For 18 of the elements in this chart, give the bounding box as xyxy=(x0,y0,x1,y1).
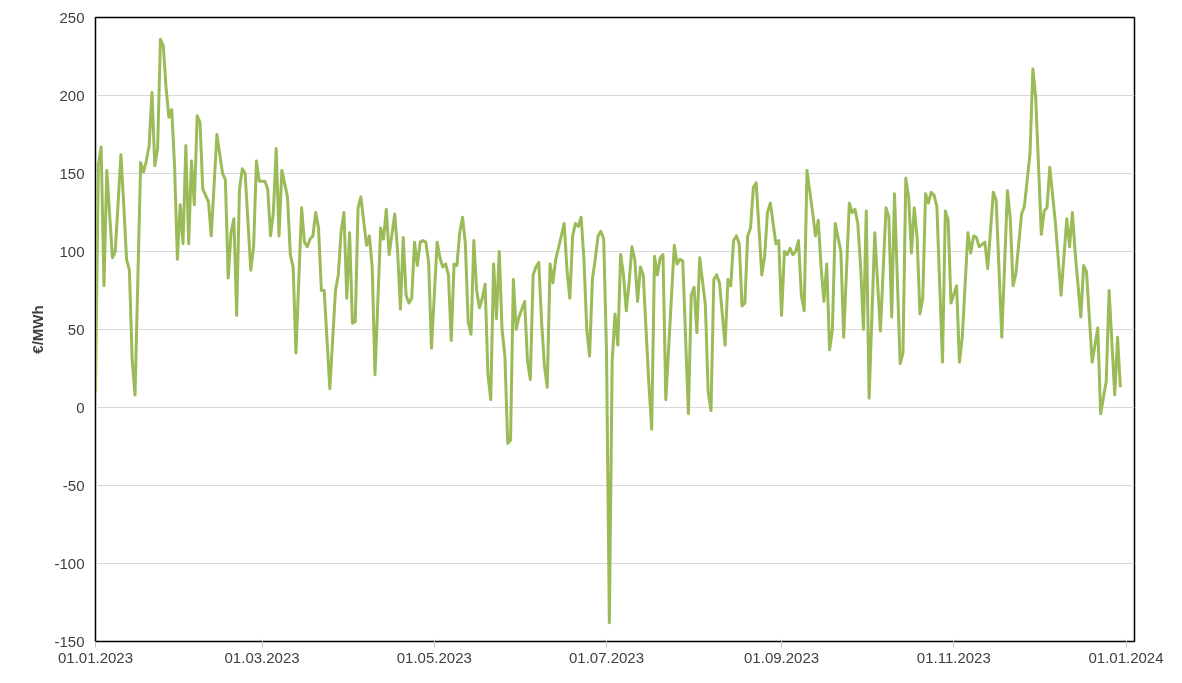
y-tick-label: -50 xyxy=(62,476,85,494)
x-tick-label: 01.01.2024 xyxy=(1088,648,1164,666)
y-tick-label: 250 xyxy=(59,8,85,26)
y-tick-label: -100 xyxy=(54,554,85,572)
x-tick-label: 01.05.2023 xyxy=(396,648,472,666)
y-tick-label: 0 xyxy=(76,398,85,416)
y-tick-label: -150 xyxy=(54,632,85,650)
x-tick-label: 01.11.2023 xyxy=(916,648,991,666)
x-tick-label: 01.03.2023 xyxy=(224,648,300,666)
y-axis-title: €/MWh xyxy=(29,305,47,354)
x-tick-label: 01.09.2023 xyxy=(744,648,820,666)
line-series xyxy=(95,37,1122,625)
x-tick-label: 01.07.2023 xyxy=(568,648,645,666)
y-tick-label: 200 xyxy=(59,86,85,104)
x-tick-label: 01.01.2023 xyxy=(57,648,134,666)
y-tick-label: 100 xyxy=(59,242,85,260)
y-tick-label: 50 xyxy=(67,320,85,338)
y-tick-label: 150 xyxy=(59,164,85,182)
